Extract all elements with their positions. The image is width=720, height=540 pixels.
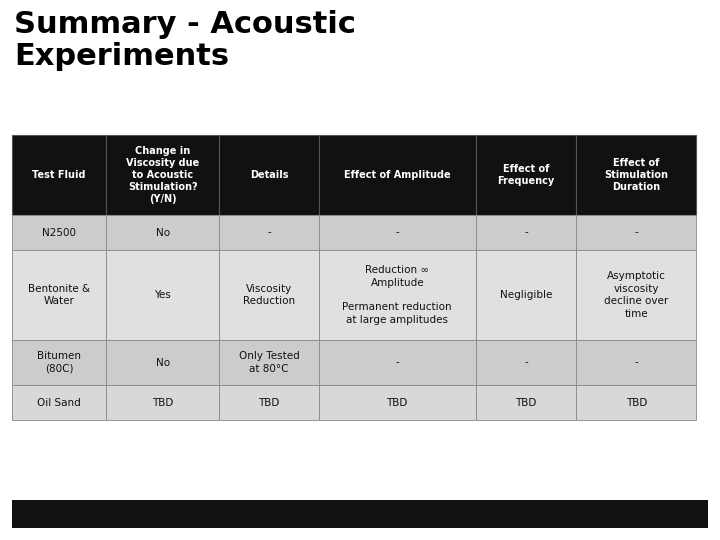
Text: Viscosity
Reduction: Viscosity Reduction bbox=[243, 284, 295, 306]
Text: Effect of Amplitude: Effect of Amplitude bbox=[344, 170, 451, 180]
Bar bbox=[475, 135, 577, 215]
Text: Only Tested
at 80°C: Only Tested at 80°C bbox=[239, 352, 300, 374]
Text: Bitumen
(80C): Bitumen (80C) bbox=[37, 352, 81, 374]
Text: Change in
Viscosity due
to Acoustic
Stimulation?
(Y/N): Change in Viscosity due to Acoustic Stim… bbox=[126, 146, 199, 204]
Text: TBD: TBD bbox=[152, 397, 174, 408]
Bar bbox=[106, 250, 220, 340]
Bar bbox=[220, 135, 319, 215]
Text: TBD: TBD bbox=[387, 397, 408, 408]
Bar bbox=[106, 340, 220, 385]
Text: -: - bbox=[395, 227, 399, 238]
Bar bbox=[577, 385, 696, 420]
Bar bbox=[319, 135, 475, 215]
Text: N2500: N2500 bbox=[42, 227, 76, 238]
Text: TBD: TBD bbox=[626, 397, 647, 408]
Bar bbox=[12, 135, 106, 215]
Text: No: No bbox=[156, 357, 170, 368]
Bar bbox=[475, 215, 577, 250]
Bar bbox=[475, 250, 577, 340]
Bar bbox=[319, 250, 475, 340]
Text: -: - bbox=[524, 227, 528, 238]
Text: Test Fluid: Test Fluid bbox=[32, 170, 86, 180]
Text: Reduction ∞
Amplitude

Permanent reduction
at large amplitudes: Reduction ∞ Amplitude Permanent reductio… bbox=[343, 265, 452, 325]
Bar bbox=[475, 385, 577, 420]
Text: No: No bbox=[156, 227, 170, 238]
Bar bbox=[12, 250, 106, 340]
Bar bbox=[12, 215, 106, 250]
Bar bbox=[319, 215, 475, 250]
Bar bbox=[319, 385, 475, 420]
Text: -: - bbox=[267, 227, 271, 238]
Bar bbox=[220, 250, 319, 340]
Bar bbox=[12, 385, 106, 420]
Bar bbox=[577, 250, 696, 340]
Bar bbox=[577, 215, 696, 250]
Text: Oil Sand: Oil Sand bbox=[37, 397, 81, 408]
Text: -: - bbox=[395, 357, 399, 368]
Bar bbox=[220, 385, 319, 420]
Bar bbox=[106, 135, 220, 215]
Text: Details: Details bbox=[250, 170, 289, 180]
Text: Effect of
Stimulation
Duration: Effect of Stimulation Duration bbox=[604, 158, 668, 192]
Bar bbox=[577, 135, 696, 215]
Text: Effect of
Frequency: Effect of Frequency bbox=[498, 164, 554, 186]
Bar bbox=[577, 340, 696, 385]
Bar bbox=[12, 340, 106, 385]
Bar bbox=[220, 340, 319, 385]
Bar bbox=[12, 500, 708, 528]
Text: -: - bbox=[524, 357, 528, 368]
Bar bbox=[106, 385, 220, 420]
Text: Asymptotic
viscosity
decline over
time: Asymptotic viscosity decline over time bbox=[604, 272, 668, 319]
Text: TBD: TBD bbox=[258, 397, 280, 408]
Bar bbox=[106, 215, 220, 250]
Bar bbox=[319, 340, 475, 385]
Bar bbox=[220, 215, 319, 250]
Text: -: - bbox=[634, 227, 638, 238]
Text: -: - bbox=[634, 357, 638, 368]
Text: TBD: TBD bbox=[516, 397, 536, 408]
Text: Summary - Acoustic
Experiments: Summary - Acoustic Experiments bbox=[14, 10, 356, 71]
Text: Bentonite &
Water: Bentonite & Water bbox=[28, 284, 90, 306]
Text: Yes: Yes bbox=[154, 290, 171, 300]
Bar bbox=[475, 340, 577, 385]
Text: Negligible: Negligible bbox=[500, 290, 552, 300]
